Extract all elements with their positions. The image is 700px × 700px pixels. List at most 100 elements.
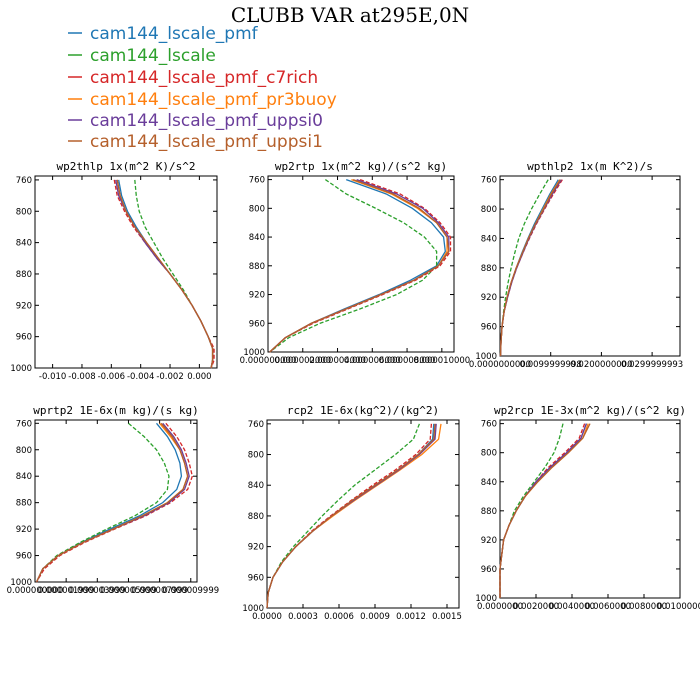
x-tick-label: -0.004 bbox=[127, 372, 154, 382]
legend-entry: cam144_lscale_pmf bbox=[68, 24, 259, 44]
chart-panel: wp2rcp 1E-3x(m^2 kg)/(s^2 kg) 760 800 840 88… bbox=[475, 404, 700, 612]
figure-title: CLUBB VAR at295E,0N bbox=[231, 3, 469, 27]
series-line bbox=[113, 179, 215, 369]
series-line bbox=[269, 179, 438, 353]
x-tick-label: 0.0100000 bbox=[657, 602, 700, 612]
x-tick-label: 0.0006 bbox=[324, 612, 354, 622]
x-tick-label: 0.000001999 bbox=[38, 586, 95, 596]
chart-panel: wp2thlp 1x(m^2 K)/s^2 760 800 840 880 920 960 1… bbox=[10, 160, 218, 382]
y-tick-label: 880 bbox=[249, 262, 265, 272]
x-tick-label: 0.0015 bbox=[432, 612, 462, 622]
x-tick-label: 0.0003 bbox=[288, 612, 318, 622]
x-tick-label: 0.0000 bbox=[252, 612, 282, 622]
series-line bbox=[35, 422, 194, 583]
y-tick-label: 760 bbox=[16, 176, 32, 186]
plot-frame bbox=[266, 419, 460, 609]
series-line bbox=[116, 179, 214, 369]
x-tick-label: 0.000005999 bbox=[100, 586, 157, 596]
series-line bbox=[266, 423, 436, 609]
series-line bbox=[118, 179, 214, 369]
y-tick-label: 960 bbox=[16, 333, 32, 343]
series-line bbox=[35, 422, 189, 583]
y-tick-label: 840 bbox=[481, 234, 497, 244]
series-line bbox=[134, 179, 214, 369]
y-tick-label: 760 bbox=[248, 420, 264, 430]
y-tick-label: 800 bbox=[481, 449, 497, 459]
y-tick-label: 840 bbox=[16, 239, 32, 249]
y-tick-label: 960 bbox=[249, 319, 265, 329]
legend-entry: cam144_lscale bbox=[68, 46, 216, 66]
chart-panel: wprtp2 1E-6x(m kg)/(s kg)760 800 840 880 920… bbox=[7, 404, 220, 596]
x-tick-label: 0.000 bbox=[187, 372, 211, 382]
y-tick-label: 880 bbox=[16, 270, 32, 280]
panel-title: wp2thlp 1x(m^2 K)/s^2 bbox=[56, 160, 195, 173]
legend-label: cam144_lscale_pmf_pr3buoy bbox=[90, 90, 337, 110]
x-tick-label: 0.000000000 bbox=[240, 356, 297, 366]
x-tick-label: -0.010 bbox=[39, 372, 66, 382]
y-tick-label: 960 bbox=[481, 565, 497, 575]
panels-container: wp2thlp 1x(m^2 K)/s^2 760 800 840 880 920 960 1… bbox=[7, 160, 700, 622]
series-line bbox=[499, 179, 563, 357]
series-line bbox=[269, 178, 452, 353]
y-tick-label: 920 bbox=[249, 291, 265, 301]
x-tick-label: 0.000010000 bbox=[413, 356, 470, 366]
legend-label: cam144_lscale bbox=[90, 46, 216, 66]
y-tick-label: 1000 bbox=[475, 352, 497, 362]
legend-label: cam144_lscale_pmf_uppsi0 bbox=[90, 111, 323, 131]
y-tick-label: 960 bbox=[248, 573, 264, 583]
legend-entry: cam144_lscale_pmf_c7rich bbox=[68, 68, 318, 88]
series-line bbox=[499, 423, 591, 598]
legend-label: cam144_lscale_pmf_uppsi1 bbox=[90, 132, 323, 152]
y-tick-label: 920 bbox=[16, 525, 32, 535]
plot-frame bbox=[34, 419, 198, 583]
x-tick-label: -0.006 bbox=[98, 372, 125, 382]
series-line bbox=[269, 178, 450, 353]
y-tick-label: 920 bbox=[16, 301, 32, 311]
series-line bbox=[269, 178, 446, 353]
panel-title: wp2rtp 1x(m^2 kg)/(s^2 kg) bbox=[275, 160, 447, 173]
series-line bbox=[269, 178, 448, 353]
series-line bbox=[499, 423, 588, 598]
legend-entry: cam144_lscale_pmf_uppsi0 bbox=[68, 111, 323, 131]
x-tick-label: 0.0060000 bbox=[585, 602, 631, 612]
y-tick-label: 880 bbox=[248, 512, 264, 522]
x-tick-label: 0.0080000 bbox=[621, 602, 667, 612]
x-tick-label: 0.000000000 bbox=[7, 586, 64, 596]
y-tick-label: 880 bbox=[481, 264, 497, 274]
y-tick-label: 760 bbox=[481, 176, 497, 186]
y-tick-label: 840 bbox=[248, 481, 264, 491]
x-tick-label: -0.002 bbox=[156, 372, 183, 382]
series-line bbox=[116, 179, 214, 369]
series-line bbox=[499, 179, 561, 357]
series-line bbox=[499, 179, 559, 357]
y-tick-label: 960 bbox=[16, 552, 32, 562]
series-line bbox=[266, 423, 433, 609]
x-tick-label: 0.000008000 bbox=[379, 356, 436, 366]
y-tick-label: 760 bbox=[249, 176, 265, 186]
y-tick-label: 760 bbox=[16, 419, 32, 429]
x-tick-label: 0.000007999 bbox=[131, 586, 188, 596]
x-tick-label: 0.0012 bbox=[396, 612, 426, 622]
y-tick-label: 800 bbox=[481, 205, 497, 215]
series-line bbox=[499, 423, 588, 598]
y-tick-label: 800 bbox=[16, 207, 32, 217]
x-tick-label: 0.0000000000 bbox=[469, 360, 531, 370]
y-tick-label: 1000 bbox=[10, 364, 32, 374]
x-tick-label: 0.0040000 bbox=[549, 602, 595, 612]
y-tick-label: 920 bbox=[481, 293, 497, 303]
x-tick-label: 0.000003999 bbox=[69, 586, 126, 596]
x-tick-label: 0.0200000000 bbox=[570, 360, 632, 370]
x-tick-label: 0.000006000 bbox=[344, 356, 401, 366]
x-tick-label: -0.008 bbox=[68, 372, 95, 382]
series-line bbox=[499, 423, 564, 598]
y-tick-label: 880 bbox=[16, 499, 32, 509]
panel-title: wp2rcp 1E-3x(m^2 kg)/(s^2 kg) bbox=[494, 404, 686, 417]
series-line bbox=[499, 179, 561, 357]
chart-panel: wpthlp2 1x(m K^2)/s 760 800 840 880 920 960 100… bbox=[469, 160, 683, 370]
series-line bbox=[35, 422, 189, 583]
x-tick-label: 0.000009999 bbox=[162, 586, 219, 596]
panel-title: rcp2 1E-6x(kg^2)/(kg^2) bbox=[287, 404, 439, 417]
y-tick-label: 920 bbox=[481, 536, 497, 546]
x-tick-label: 0.000002000 bbox=[274, 356, 331, 366]
y-tick-label: 840 bbox=[16, 472, 32, 482]
